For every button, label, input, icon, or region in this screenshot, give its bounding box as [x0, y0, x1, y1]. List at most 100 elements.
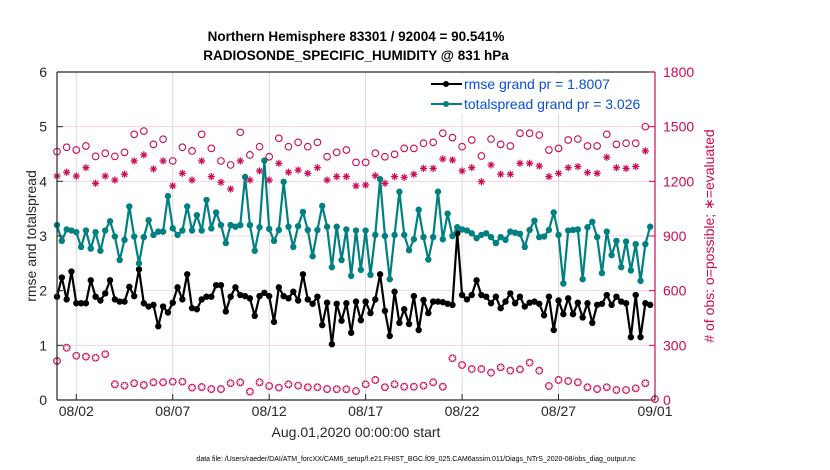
data-point: [618, 298, 625, 305]
data-point: [579, 314, 586, 321]
data-point: [338, 317, 345, 324]
data-point: [188, 227, 196, 234]
data-point: [179, 227, 186, 234]
data-point: [569, 226, 577, 234]
obs-low-asterisk: [111, 381, 118, 388]
obs-low-asterisk: [227, 380, 234, 387]
data-point: [516, 230, 524, 238]
data-point: [550, 326, 557, 334]
asterisk-stroke: [198, 157, 205, 164]
asterisk-stroke: [160, 379, 166, 385]
asterisk-stroke: [565, 378, 571, 384]
data-point: [473, 234, 480, 242]
obs-possible-point: [361, 158, 370, 167]
obs-low-asterisk: [353, 388, 359, 395]
data-point: [468, 291, 475, 299]
obs-evaluated-point: [207, 172, 215, 181]
data-point: [347, 329, 355, 336]
asterisk-stroke: [275, 160, 282, 167]
data-point: [150, 301, 157, 309]
data-point: [564, 227, 572, 234]
asterisk-stroke: [440, 384, 446, 390]
obs-evaluated-point: [323, 176, 331, 184]
asterisk-stroke: [83, 354, 89, 360]
data-point: [121, 236, 128, 244]
data-point: [367, 309, 374, 317]
asterisk-stroke: [449, 355, 455, 361]
asterisk-stroke: [324, 386, 330, 392]
obs-low-asterisk: [372, 376, 379, 383]
asterisk-stroke: [343, 386, 349, 392]
asterisk-stroke: [102, 173, 109, 180]
data-point: [589, 218, 596, 225]
obs-possible-point: [168, 157, 177, 165]
data-point: [536, 233, 543, 241]
data-point: [555, 297, 562, 304]
obs-possible-point: [294, 138, 302, 147]
data-point: [97, 297, 104, 304]
data-point: [458, 291, 466, 299]
data-point: [458, 226, 466, 233]
obs-low-asterisk: [642, 380, 649, 387]
axes: 0 1 2 3 4 5 6 0 300 600 900 1200 1500 1800 08/02 08/07 0…: [39, 64, 694, 419]
data-point: [150, 231, 157, 239]
data-point: [367, 271, 374, 279]
obs-low-asterisk: [179, 378, 186, 385]
asterisk-stroke: [285, 381, 292, 387]
obs-possible-point: [438, 129, 447, 138]
data-point: [405, 247, 413, 254]
data-point: [420, 233, 427, 241]
obs-possible-point: [111, 152, 119, 161]
data-point: [222, 239, 229, 247]
asterisk-stroke: [526, 160, 533, 167]
obs-evaluated-point: [439, 155, 447, 163]
obs-evaluated-point: [82, 164, 90, 172]
data-point: [560, 280, 567, 287]
obs-possible-point: [342, 146, 351, 154]
obs-possible-point: [91, 152, 100, 161]
x-tick-label: 08/02: [59, 403, 94, 419]
asterisk-stroke: [256, 167, 263, 174]
data-point: [145, 216, 152, 224]
asterisk-stroke: [324, 177, 331, 184]
obs-possible-point: [448, 133, 457, 142]
obs-low-asterisk: [256, 379, 263, 386]
obs-low-asterisk: [295, 382, 302, 389]
asterisk-stroke: [150, 379, 156, 385]
data-point: [111, 296, 119, 303]
data-point: [212, 209, 220, 216]
data-point: [227, 221, 234, 229]
data-point: [261, 157, 268, 164]
data-point: [396, 188, 403, 195]
y-axis-label: rmse and totalspread: [23, 170, 39, 302]
obs-possible-point: [149, 140, 158, 149]
obs-possible-point: [236, 128, 245, 137]
obs-possible-point: [139, 127, 148, 135]
data-point: [511, 229, 519, 236]
data-point: [608, 251, 615, 259]
data-point: [420, 296, 427, 304]
data-point: [449, 232, 456, 240]
obs-evaluated-point: [622, 164, 630, 172]
data-point: [323, 223, 331, 230]
data-point: [415, 206, 422, 213]
legend-marker-totalspread: [443, 101, 449, 107]
data-point: [314, 226, 321, 234]
data-point: [502, 298, 509, 305]
series-1: [53, 157, 654, 287]
obs-possible-point: [313, 138, 322, 147]
obs-possible-point: [429, 138, 438, 147]
obs-possible-point: [303, 142, 312, 151]
obs-low-asterisk: [92, 354, 99, 361]
obs-low-asterisk: [189, 384, 196, 391]
obs-low-asterisk: [169, 378, 176, 385]
data-point: [434, 188, 442, 195]
data-point: [391, 288, 398, 295]
data-point: [208, 225, 215, 232]
asterisk-stroke: [498, 364, 504, 370]
data-point: [106, 277, 114, 284]
data-point: [516, 293, 524, 300]
asterisk-stroke: [401, 174, 408, 181]
obs-low-asterisk: [140, 382, 147, 389]
